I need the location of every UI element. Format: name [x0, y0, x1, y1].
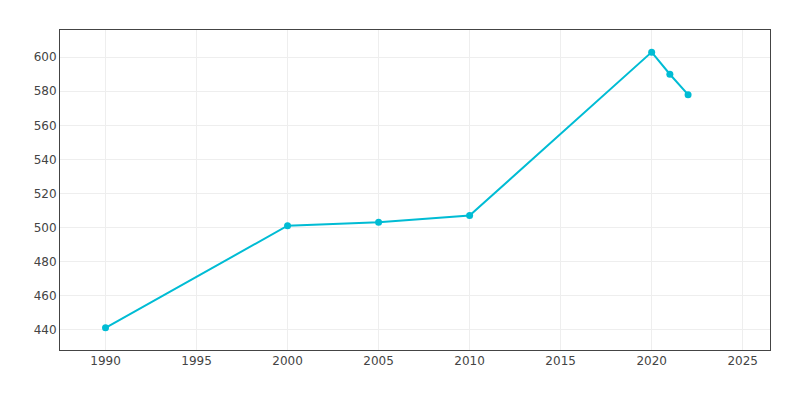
svg-text:2000: 2000	[272, 354, 303, 368]
svg-text:440: 440	[34, 323, 57, 337]
svg-text:580: 580	[34, 84, 57, 98]
svg-text:600: 600	[34, 50, 57, 64]
svg-text:2020: 2020	[636, 354, 667, 368]
svg-text:560: 560	[34, 119, 57, 133]
svg-text:540: 540	[34, 153, 57, 167]
svg-text:460: 460	[34, 289, 57, 303]
svg-text:2015: 2015	[545, 354, 576, 368]
svg-text:520: 520	[34, 187, 57, 201]
svg-text:480: 480	[34, 255, 57, 269]
svg-text:1990: 1990	[90, 354, 121, 368]
svg-text:1995: 1995	[181, 354, 212, 368]
svg-text:2025: 2025	[727, 354, 758, 368]
svg-text:2010: 2010	[454, 354, 485, 368]
svg-text:2005: 2005	[363, 354, 394, 368]
svg-text:500: 500	[34, 221, 57, 235]
